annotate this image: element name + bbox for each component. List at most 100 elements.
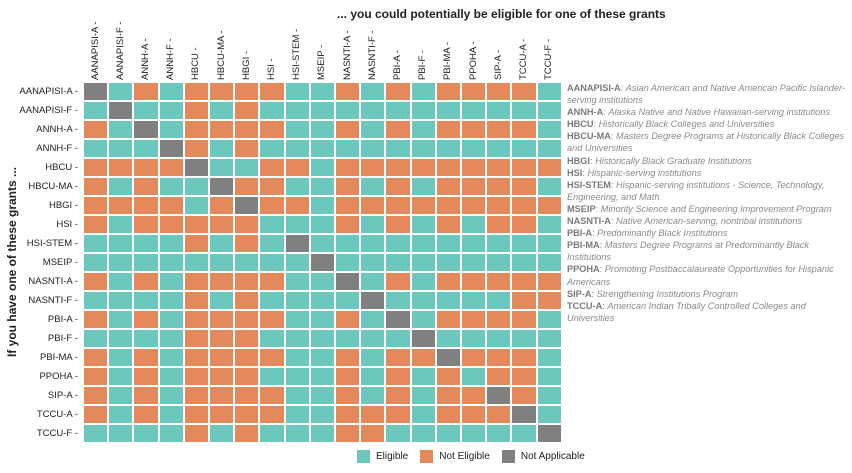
heatmap-cell — [108, 139, 134, 158]
heatmap-cell — [536, 405, 562, 424]
heatmap-cell — [83, 310, 109, 329]
note-desc: Predominantly Black Institutions — [597, 228, 728, 239]
heatmap-cell — [385, 82, 411, 101]
note-item: PBI-A: Predominantly Black Institutions — [567, 227, 849, 239]
heatmap-cell — [335, 101, 361, 120]
note-desc: Native American-serving, nontribal insti… — [616, 216, 803, 227]
heatmap-cell — [536, 272, 562, 291]
heatmap-cell — [410, 348, 436, 367]
heatmap-cell — [83, 234, 109, 253]
heatmap-cell — [108, 177, 134, 196]
heatmap-cell — [183, 177, 209, 196]
y-tick-label: PBI-F - — [47, 333, 78, 344]
x-tick-label: PBI-A - — [392, 49, 403, 80]
heatmap-cell — [486, 234, 512, 253]
heatmap-cell — [183, 272, 209, 291]
heatmap-cell — [83, 101, 109, 120]
heatmap-cell — [486, 177, 512, 196]
heatmap-cell — [158, 139, 184, 158]
heatmap-cell — [284, 405, 310, 424]
heatmap-cell — [108, 291, 134, 310]
heatmap-cell — [133, 196, 159, 215]
heatmap-cell — [284, 291, 310, 310]
note-desc: Minority Science and Engineering Improve… — [600, 203, 832, 214]
heatmap-cell — [284, 424, 310, 443]
heatmap-cell — [133, 348, 159, 367]
y-tick-label: AANAPISI-A - — [19, 86, 78, 97]
heatmap-cell — [309, 348, 335, 367]
y-tick-label: MSEIP - — [42, 257, 78, 268]
heatmap-cell — [108, 272, 134, 291]
heatmap-cell — [410, 120, 436, 139]
x-tick-label: AANAPISI-A - — [89, 21, 101, 80]
heatmap-cell — [385, 329, 411, 348]
note-sep: : — [610, 216, 617, 227]
heatmap-cell — [435, 234, 461, 253]
heatmap-cell — [410, 158, 436, 177]
heatmap-cell — [284, 139, 310, 158]
heatmap-cell — [83, 215, 109, 234]
heatmap-cell — [133, 386, 159, 405]
heatmap-cell — [385, 310, 411, 329]
heatmap-cell — [234, 101, 260, 120]
heatmap-cell — [335, 158, 361, 177]
heatmap-cell — [309, 215, 335, 234]
heatmap-cell — [536, 310, 562, 329]
heatmap-cell — [309, 291, 335, 310]
heatmap-cell — [435, 139, 461, 158]
heatmap-cell — [158, 424, 184, 443]
heatmap-cell — [385, 234, 411, 253]
heatmap-cell — [385, 386, 411, 405]
heatmap-cell — [158, 348, 184, 367]
heatmap-cell — [511, 367, 537, 386]
heatmap-cell — [511, 291, 537, 310]
y-tick-label: HBCU-MA - — [28, 181, 78, 192]
heatmap-cell — [284, 101, 310, 120]
y-tick-label: AANAPISI-F - — [19, 105, 78, 116]
heatmap-cell — [133, 424, 159, 443]
note-abbr: AANAPISI-A — [567, 83, 621, 93]
heatmap-cell — [435, 120, 461, 139]
x-tick-label: HBCU - — [190, 47, 202, 80]
x-tick-label: SIP-A - — [492, 49, 504, 80]
legend-item: Not Applicable — [501, 450, 585, 463]
x-tick-label: TCCU-A - — [518, 38, 529, 80]
heatmap-cell — [435, 367, 461, 386]
legend-item: Not Eligible — [420, 450, 490, 463]
heatmap-cell — [410, 139, 436, 158]
heatmap-cell — [259, 348, 285, 367]
note-abbr: HBCU — [567, 119, 594, 130]
heatmap-cell — [385, 253, 411, 272]
heatmap-cell — [108, 310, 134, 329]
heatmap-cell — [234, 139, 260, 158]
heatmap-cell — [335, 310, 361, 329]
heatmap-cell — [259, 424, 285, 443]
heatmap-cell — [360, 424, 386, 443]
heatmap-cell — [511, 120, 537, 139]
heatmap-cell — [234, 291, 260, 310]
note-item: HBCU: Historically Black Colleges and Un… — [567, 118, 849, 130]
heatmap-cell — [83, 139, 109, 158]
heatmap-cell — [461, 196, 487, 215]
note-abbr: PBI-MA — [567, 240, 600, 251]
heatmap-cell — [335, 120, 361, 139]
heatmap-cell — [511, 196, 537, 215]
heatmap-cell — [410, 272, 436, 291]
note-sep: : — [592, 228, 598, 239]
heatmap-cell — [309, 405, 335, 424]
note-sep: : — [610, 131, 616, 142]
heatmap-cell — [410, 234, 436, 253]
note-sep: : — [593, 119, 599, 130]
heatmap-cell — [360, 386, 386, 405]
note-sep: : — [582, 167, 588, 178]
heatmap-cell — [234, 424, 260, 443]
heatmap-cell — [410, 424, 436, 443]
heatmap-cell — [158, 158, 184, 177]
heatmap-cell — [183, 196, 209, 215]
y-tick-label: SIP-A - — [47, 390, 78, 401]
heatmap-cell — [183, 310, 209, 329]
heatmap-cell — [158, 120, 184, 139]
heatmap-cell — [435, 196, 461, 215]
heatmap-cell — [335, 177, 361, 196]
heatmap-cell — [234, 82, 260, 101]
